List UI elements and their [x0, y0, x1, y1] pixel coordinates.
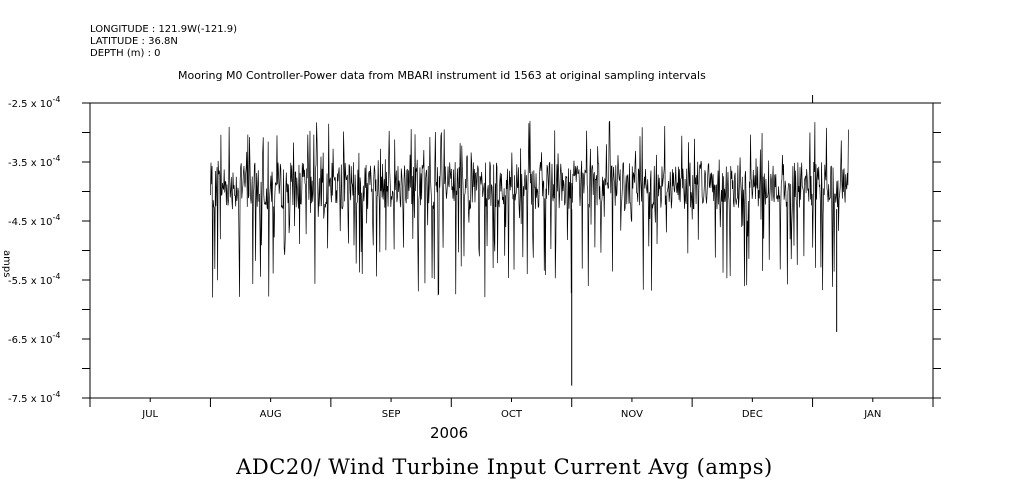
y-tick-label: -2.5 x 10-4: [8, 95, 61, 110]
x-axis-year-label: 2006: [430, 424, 469, 442]
data-series-line: [210, 120, 849, 298]
x-tick-label: DEC: [742, 409, 763, 420]
longitude-text: LONGITUDE : 121.9W(-121.9): [90, 24, 237, 35]
y-tick-label: -5.5 x 10-4: [8, 272, 61, 287]
depth-text: DEPTH (m) : 0: [90, 48, 161, 59]
chart-title: ADC20/ Wind Turbine Input Current Avg (a…: [236, 455, 773, 479]
y-tick-label: -7.5 x 10-4: [8, 390, 61, 405]
location-metadata: LONGITUDE : 121.9W(-121.9) LATITUDE : 36…: [90, 24, 237, 60]
x-tick-label: OCT: [501, 409, 523, 420]
x-tick-label: SEP: [382, 409, 401, 420]
y-tick-label: -4.5 x 10-4: [8, 213, 61, 228]
plot-frame: [89, 102, 934, 399]
chart-subtitle: Mooring M0 Controller-Power data from MB…: [178, 69, 706, 82]
y-axis-label: amps: [1, 250, 12, 277]
y-tick-label: -6.5 x 10-4: [8, 331, 61, 346]
x-tick-label: AUG: [260, 409, 282, 420]
y-tick-label: -3.5 x 10-4: [8, 154, 61, 169]
x-tick-label: JAN: [863, 409, 881, 420]
x-tick-label: JUL: [141, 409, 158, 420]
latitude-text: LATITUDE : 36.8N: [90, 36, 178, 47]
x-tick-label: NOV: [621, 409, 643, 420]
